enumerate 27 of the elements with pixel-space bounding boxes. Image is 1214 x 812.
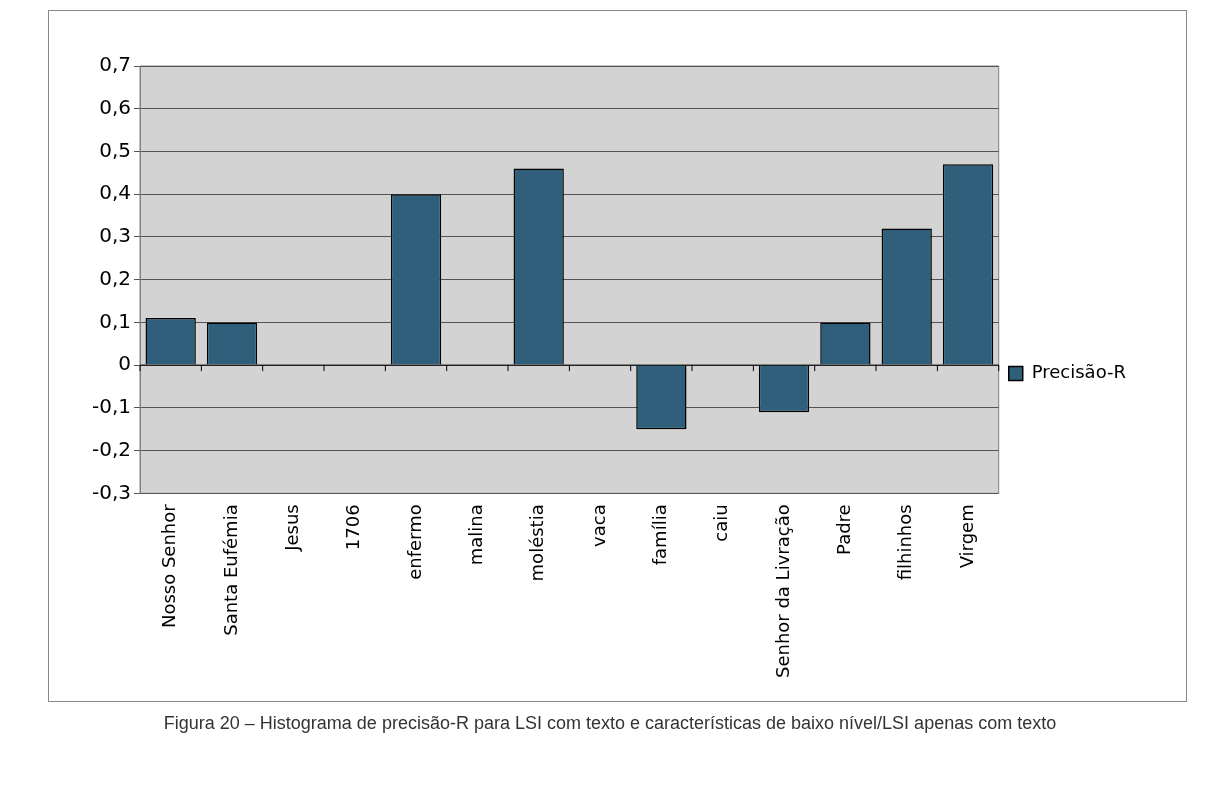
y-tick-label: -0,1 xyxy=(91,394,132,419)
x-tick-label: família xyxy=(649,504,671,566)
x-tick-label: Nosso Senhor xyxy=(158,503,180,629)
x-tick-label: Santa Eufémia xyxy=(219,504,241,636)
x-tick-label: Padre xyxy=(833,504,855,555)
x-tick-label: vaca xyxy=(587,504,609,547)
x-tick-label: enfermo xyxy=(403,504,425,580)
x-tick-label: filhinhos xyxy=(894,504,916,581)
y-tick-label: 0,6 xyxy=(99,94,132,119)
x-tick-label: Jesus xyxy=(281,504,303,552)
y-tick-label: 0 xyxy=(118,351,132,376)
text: Figura 20 – Histograma de precisão-R para LSI com texto e características de baixo nível/LSI apenas com texto xyxy=(162,712,1058,735)
x-tick-label: moléstia xyxy=(526,504,548,582)
legend-label: Precisão-R xyxy=(1031,361,1127,383)
y-tick-label: 0,1 xyxy=(99,308,132,333)
y-tick-label: -0,3 xyxy=(91,479,132,504)
y-tick-label: 0,2 xyxy=(99,265,132,290)
x-tick-label: caiu xyxy=(710,504,732,542)
y-tick-label: 0,5 xyxy=(99,137,132,162)
x-tick-label: Senhor da Livração xyxy=(771,504,793,679)
y-tick-label: -0,2 xyxy=(91,436,132,461)
x-tick-label: Virgem xyxy=(955,504,977,569)
x-tick-label: 1706 xyxy=(342,504,364,551)
x-tick-label: malina xyxy=(465,504,487,566)
y-tick-label: 0,7 xyxy=(99,52,132,77)
y-tick-label: 0,4 xyxy=(99,180,132,205)
y-tick-label: 0,3 xyxy=(99,223,132,248)
